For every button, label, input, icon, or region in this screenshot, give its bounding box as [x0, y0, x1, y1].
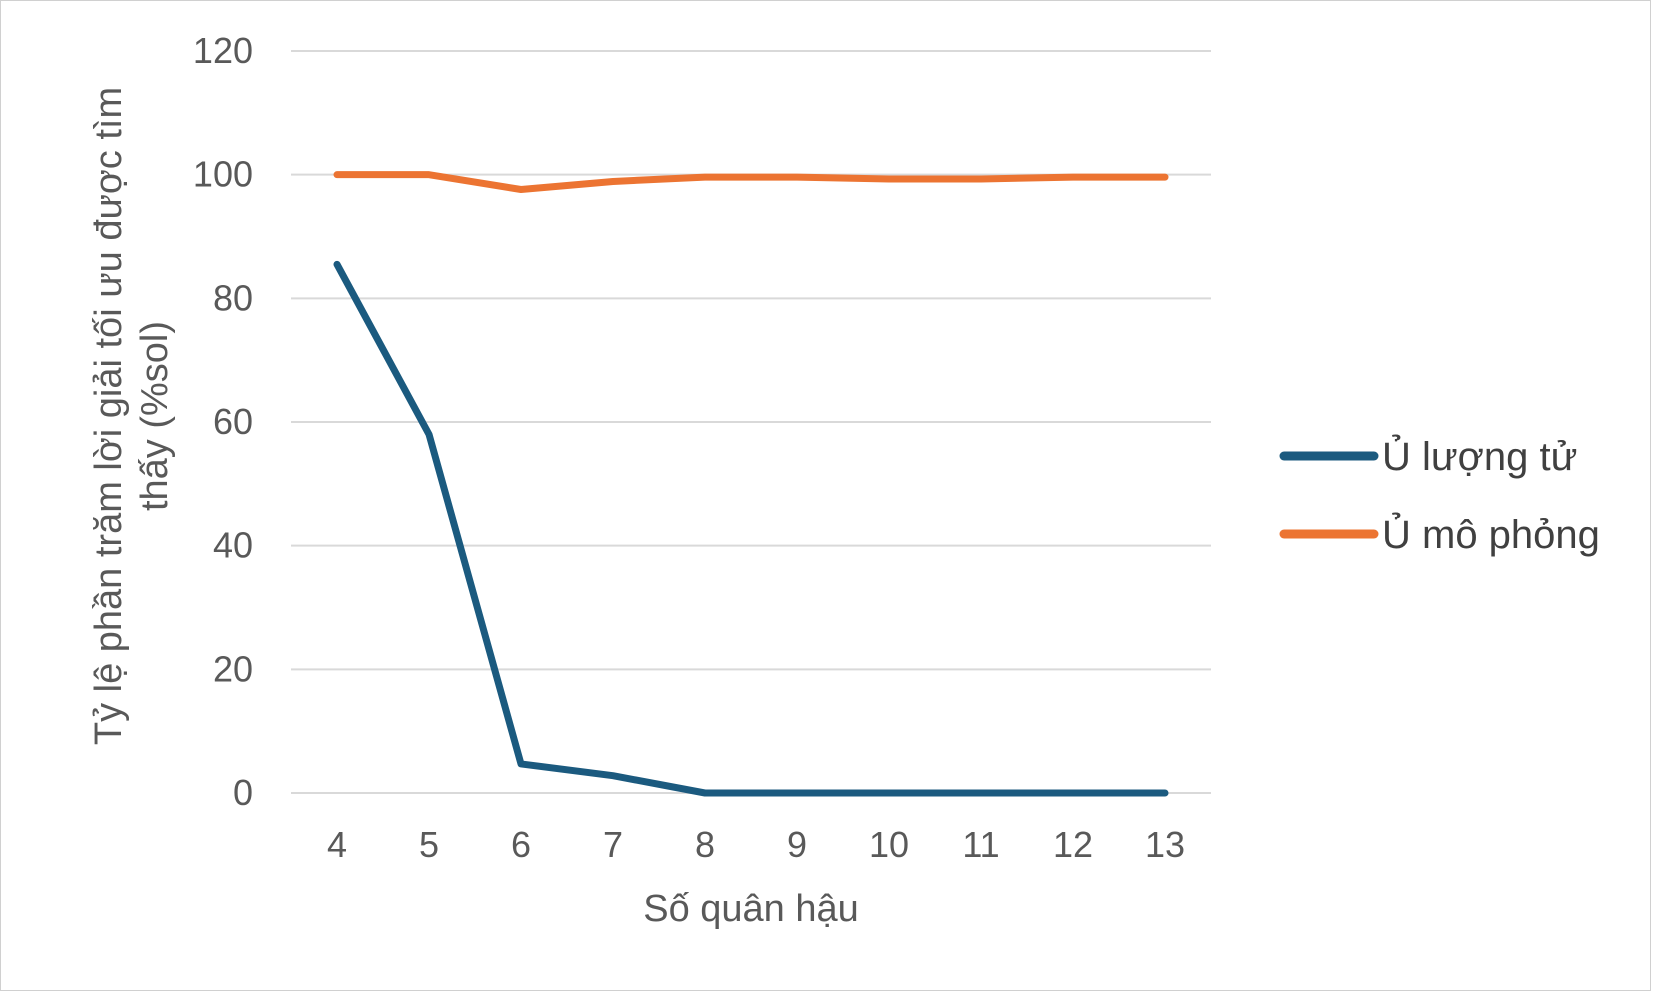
series-line — [333, 171, 1169, 194]
y-tick-label: 80 — [213, 277, 253, 318]
legend-label: Ủ lượng tử — [1382, 433, 1577, 479]
legend: Ủ lượng tử Ủ mô phỏng — [1279, 433, 1600, 557]
y-axis-title-line-1: Tỷ lệ phần trăm lời giải tối ưu được tìm — [88, 87, 130, 745]
y-axis-ticks: 0 20 40 60 80 100 120 — [193, 30, 253, 813]
x-tick-label: 9 — [787, 824, 807, 865]
y-axis-title-line-2: thấy (%sol) — [134, 321, 176, 511]
y-tick-label: 20 — [213, 648, 253, 689]
y-tick-label: 120 — [193, 30, 253, 71]
y-axis-title: Tỷ lệ phần trăm lời giải tối ưu được tìm… — [88, 87, 176, 745]
gridlines — [291, 50, 1211, 794]
x-tick-label: 4 — [327, 824, 347, 865]
x-axis-ticks: 4 5 6 7 8 9 10 11 12 13 — [327, 824, 1185, 865]
legend-label: Ủ mô phỏng — [1382, 511, 1600, 557]
x-axis-title: Số quân hậu — [643, 888, 859, 930]
x-tick-label: 7 — [603, 824, 623, 865]
x-tick-label: 13 — [1145, 824, 1185, 865]
series-lines — [333, 171, 1169, 797]
x-tick-label: 6 — [511, 824, 531, 865]
y-tick-label: 40 — [213, 525, 253, 566]
series-2 — [333, 171, 1169, 194]
x-tick-label: 12 — [1053, 824, 1093, 865]
y-tick-label: 100 — [193, 154, 253, 195]
legend-item: Ủ lượng tử — [1279, 433, 1577, 479]
series-1 — [333, 260, 1169, 797]
x-tick-label: 8 — [695, 824, 715, 865]
x-tick-label: 10 — [869, 824, 909, 865]
legend-item: Ủ mô phỏng — [1279, 511, 1600, 557]
x-tick-label: 5 — [419, 824, 439, 865]
y-tick-label: 0 — [233, 772, 253, 813]
series-line — [333, 260, 1169, 797]
x-tick-label: 11 — [962, 824, 999, 865]
y-tick-label: 60 — [213, 401, 253, 442]
